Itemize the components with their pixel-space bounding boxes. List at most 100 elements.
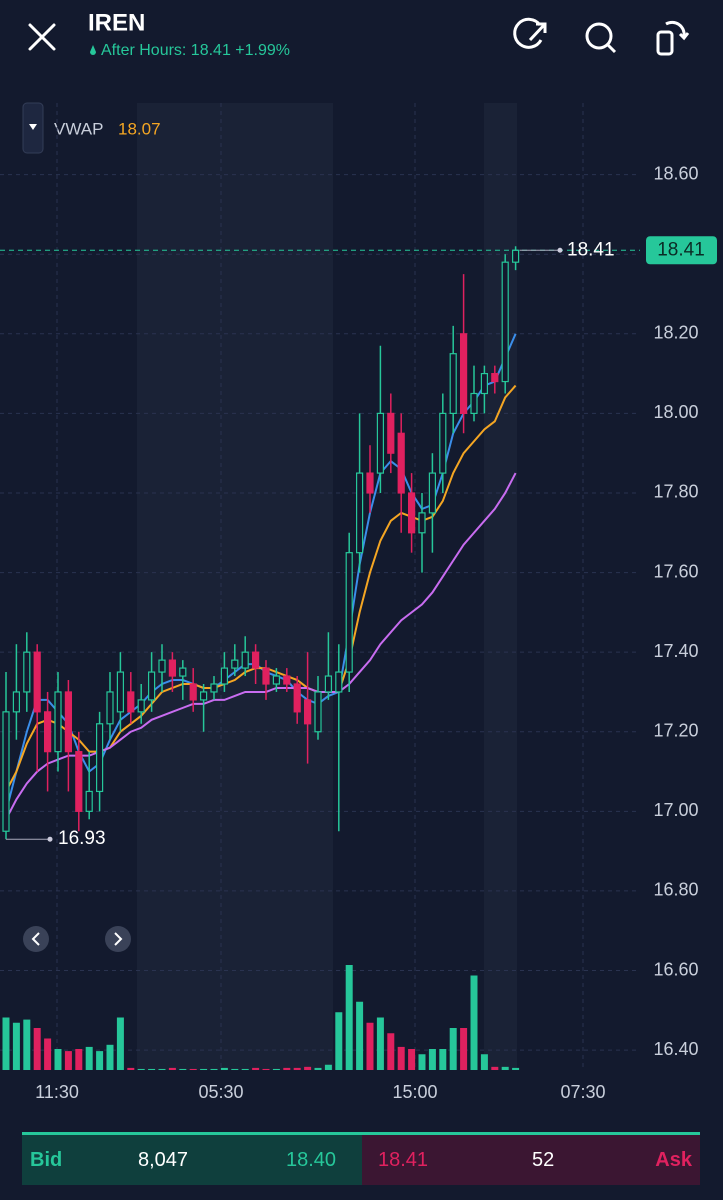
x-tick-label: 07:30 (560, 1082, 605, 1102)
candle-body (64, 691, 73, 753)
candle-body (480, 373, 488, 395)
candle-body (439, 412, 447, 474)
volume-bar (439, 1049, 447, 1070)
candle-body (158, 659, 166, 673)
x-tick-label: 05:30 (198, 1082, 243, 1102)
candle-body (324, 675, 332, 693)
candle-body (210, 683, 218, 693)
volume-bar (2, 1017, 10, 1070)
volume-bar (480, 1054, 488, 1070)
candle-body (23, 651, 31, 693)
candle-body (127, 691, 135, 713)
volume-bar (148, 1068, 156, 1070)
candle-body (137, 699, 145, 713)
session-shade (137, 103, 333, 1070)
session-icon (90, 45, 96, 55)
volume-bar (127, 1067, 135, 1070)
session-quote: After Hours: 18.41 +1.99% (101, 42, 290, 59)
candle-body (43, 711, 52, 753)
y-tick-label: 18.00 (653, 402, 698, 422)
quote-bar: Bid 8,047 18.40 18.41 52 Ask (22, 1132, 700, 1185)
volume-bar (137, 1068, 145, 1070)
candle-body (335, 671, 343, 693)
y-tick-label: 17.00 (653, 800, 698, 820)
y-tick-label: 17.40 (653, 641, 698, 661)
candle-body (106, 691, 114, 725)
volume-bar (262, 1068, 270, 1070)
volume-bar (335, 1012, 343, 1070)
candle-body (387, 412, 395, 454)
volume-bar (460, 1028, 468, 1070)
volume-bar (293, 1067, 301, 1070)
volume-bar (252, 1067, 260, 1070)
candle-body (460, 333, 468, 414)
moving-average-line (5, 472, 517, 820)
bid-panel[interactable]: Bid 8,047 18.40 (22, 1135, 362, 1185)
volume-bar (387, 1033, 395, 1070)
volume-bar (356, 1001, 364, 1070)
indicator-name: VWAP (54, 119, 103, 138)
volume-bar (231, 1068, 239, 1070)
candle-body (189, 683, 197, 701)
candle-body (168, 659, 176, 677)
volume-bar (106, 1044, 114, 1070)
y-tick-label: 16.80 (653, 880, 698, 900)
last-price-dot (557, 247, 563, 253)
candle-body (2, 711, 10, 832)
y-tick-label: 16.40 (653, 1039, 698, 1059)
search-button[interactable] (585, 22, 617, 54)
candle-body (262, 667, 270, 685)
volume-bar (23, 1019, 31, 1070)
volume-bar (376, 1017, 384, 1070)
volume-bar (314, 1067, 322, 1070)
scroll-right[interactable] (105, 926, 131, 952)
bid-price: 18.40 (286, 1148, 337, 1171)
y-tick-label: 17.80 (653, 482, 698, 502)
volume-bar (158, 1068, 166, 1070)
ask-label: Ask (655, 1148, 692, 1171)
y-tick-label: 18.60 (653, 163, 698, 183)
volume-bar (304, 1066, 312, 1070)
indicator-value: 18.07 (118, 119, 161, 138)
candle-body (241, 651, 249, 669)
volume-bar (408, 1049, 416, 1070)
volume-bar (470, 975, 478, 1070)
candle-body (293, 683, 301, 713)
symbol: IREN (88, 9, 145, 36)
candle-body (470, 392, 478, 414)
volume-bar (491, 1066, 499, 1070)
volume-bar (324, 1064, 332, 1070)
volume-bar (272, 1068, 280, 1070)
candle-body (345, 552, 353, 673)
scroll-left[interactable] (23, 926, 49, 952)
volume-bar (220, 1067, 228, 1070)
candle-body (408, 492, 416, 534)
low-marker-dot (47, 836, 53, 842)
last-price-tag-label: 18.41 (657, 239, 705, 260)
candle-body (200, 691, 208, 701)
header: IREN After Hours: 18.41 +1.99% (0, 0, 723, 80)
toggle-arrow (29, 124, 37, 130)
volume-bar (189, 1068, 197, 1070)
y-tick-label: 18.20 (653, 323, 698, 343)
candle-body (116, 671, 125, 713)
candle-body (95, 723, 104, 793)
candle-body (75, 751, 83, 812)
ask-panel[interactable]: 18.41 52 Ask (362, 1135, 700, 1185)
volume-bar (283, 1067, 291, 1070)
candle-body (33, 651, 41, 713)
share-button[interactable] (513, 17, 547, 49)
candle-body (428, 472, 436, 514)
volume-bar (54, 1049, 62, 1070)
volume-bar (449, 1028, 457, 1070)
scroll-left-icon (31, 932, 40, 946)
volume-bar (116, 1017, 124, 1070)
close-button[interactable] (28, 23, 56, 51)
volume-bar (64, 1051, 72, 1070)
volume-bar (512, 1067, 520, 1070)
volume-bar (96, 1051, 104, 1070)
volume-bar (241, 1068, 249, 1070)
y-tick-label: 17.20 (653, 720, 698, 740)
volume-bar (200, 1068, 208, 1070)
rotate-button[interactable] (656, 20, 690, 56)
